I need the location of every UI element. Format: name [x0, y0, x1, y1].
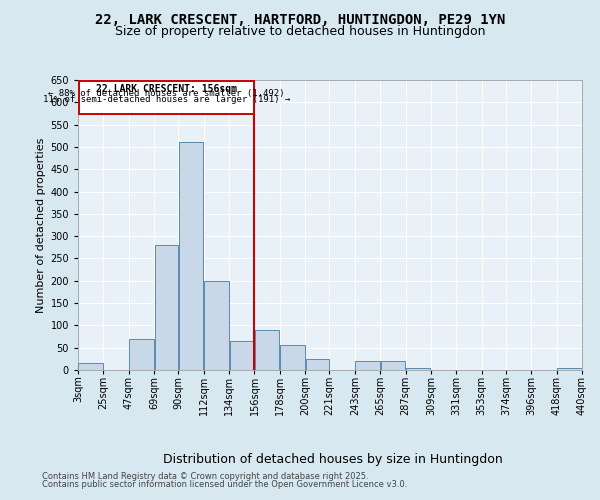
Bar [280, 346, 305, 370]
Bar [255, 330, 280, 370]
Text: 22 LARK CRESCENT: 156sqm: 22 LARK CRESCENT: 156sqm [96, 84, 237, 94]
Bar [557, 368, 581, 370]
Bar [79, 364, 103, 370]
Text: Contains HM Land Registry data © Crown copyright and database right 2025.: Contains HM Land Registry data © Crown c… [42, 472, 368, 481]
Bar [204, 281, 229, 370]
Text: 11% of semi-detached houses are larger (191) →: 11% of semi-detached houses are larger (… [43, 94, 290, 104]
Bar [355, 361, 380, 370]
Bar [79, 81, 254, 114]
Text: ← 88% of detached houses are smaller (1,492): ← 88% of detached houses are smaller (1,… [48, 90, 285, 98]
Bar [406, 368, 430, 370]
Bar [380, 361, 405, 370]
Bar [155, 245, 178, 370]
Bar [230, 341, 254, 370]
Bar [129, 339, 154, 370]
Text: Distribution of detached houses by size in Huntingdon: Distribution of detached houses by size … [163, 452, 503, 466]
Text: 22, LARK CRESCENT, HARTFORD, HUNTINGDON, PE29 1YN: 22, LARK CRESCENT, HARTFORD, HUNTINGDON,… [95, 12, 505, 26]
Text: Contains public sector information licensed under the Open Government Licence v3: Contains public sector information licen… [42, 480, 407, 489]
Text: Size of property relative to detached houses in Huntingdon: Size of property relative to detached ho… [115, 25, 485, 38]
Bar [305, 359, 329, 370]
Y-axis label: Number of detached properties: Number of detached properties [36, 138, 46, 312]
Bar [179, 142, 203, 370]
